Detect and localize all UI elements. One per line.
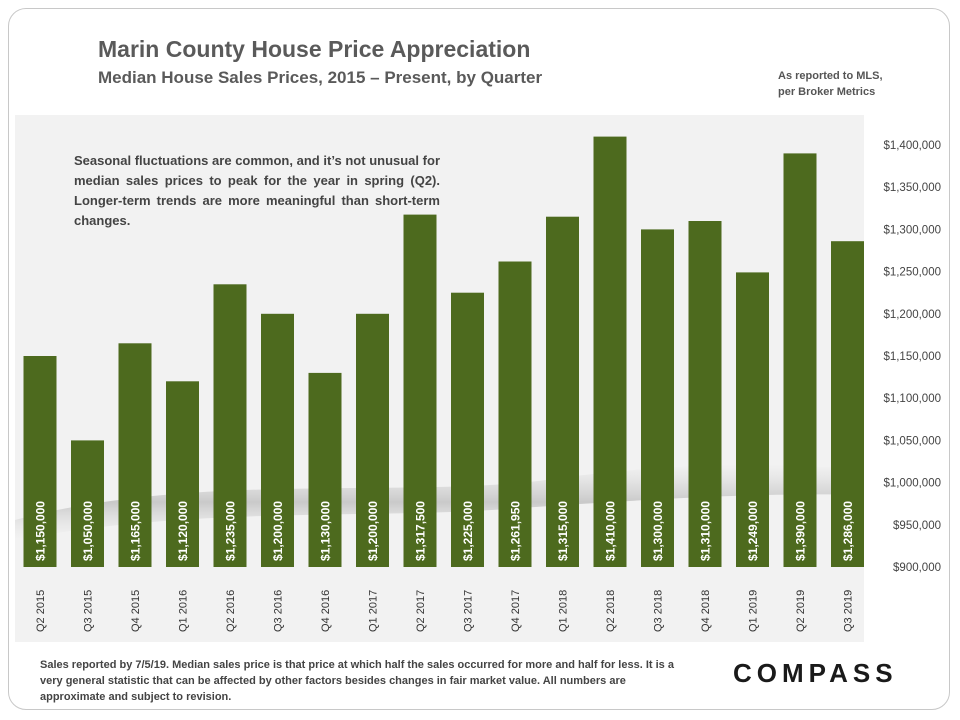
bar-q3-2017 [451, 292, 484, 567]
x-tick-label: Q2 2017 [415, 590, 427, 632]
bar-value-label: $1,310,000 [699, 501, 713, 561]
bar-q2-2017 [403, 214, 437, 567]
y-tick-label: $1,150,000 [883, 351, 941, 363]
y-tick-label: $1,200,000 [883, 309, 941, 321]
plot-background [15, 115, 864, 642]
x-tick-label: Q2 2018 [605, 590, 617, 632]
bar-q1-2019 [736, 272, 769, 567]
bar-q4-2018 [688, 221, 722, 567]
x-tick-label: Q1 2018 [558, 590, 570, 632]
compass-logo: COMPASS [733, 658, 898, 688]
bar-q1-2016 [166, 381, 199, 567]
bars-group: $1,150,000 $1,050,000 $1,165,000 $1,120,000… [23, 136, 864, 567]
source-line-1: As reported to MLS, [778, 70, 883, 82]
bar-value-label: $1,200,000 [271, 501, 285, 561]
bar-q4-2015 [118, 343, 152, 567]
y-tick-label: $1,100,000 [883, 393, 941, 405]
x-tick-label: Q3 2017 [463, 590, 475, 632]
x-tick-label: Q2 2019 [795, 590, 807, 632]
bar-q2-2015 [23, 356, 57, 567]
x-tick-label: Q2 2015 [35, 590, 47, 632]
bar-q2-2019 [783, 153, 817, 567]
page-title: Marin County House Price Appreciation [98, 36, 531, 62]
y-tick-label: $1,350,000 [883, 182, 941, 194]
x-tick-label: Q4 2018 [700, 590, 712, 632]
bar-value-label: $1,050,000 [81, 501, 95, 561]
bar-value-label: $1,150,000 [34, 501, 48, 561]
x-tick-label: Q3 2018 [653, 590, 665, 632]
y-tick-label: $1,050,000 [883, 435, 941, 447]
bar-q4-2016 [308, 372, 342, 567]
bar-value-label: $1,390,000 [794, 501, 808, 561]
y-tick-label: $950,000 [893, 520, 941, 532]
x-tick-label: Q3 2019 [843, 590, 855, 632]
x-tick-label: Q4 2016 [320, 590, 332, 632]
source-line-2: per Broker Metrics [778, 86, 876, 98]
bar-value-label: $1,286,000 [841, 501, 855, 561]
footnote: Sales reported by 7/5/19. Median sales p… [40, 659, 674, 703]
y-tick-label: $1,300,000 [883, 224, 941, 236]
bar-value-label: $1,249,000 [746, 501, 760, 561]
x-tick-label: Q4 2017 [510, 590, 522, 632]
bar-value-label: $1,235,000 [224, 501, 238, 561]
x-tick-label: Q4 2015 [130, 590, 142, 632]
bar-value-label: $1,315,000 [556, 501, 570, 561]
chart-annotation: Seasonal fluctuations are common, and it… [74, 153, 440, 228]
y-tick-label: $1,400,000 [883, 140, 941, 152]
x-tick-label: Q1 2016 [178, 590, 190, 632]
bar-q3-2015 [71, 440, 104, 567]
page-subtitle: Median House Sales Prices, 2015 – Presen… [98, 68, 543, 87]
y-axis-labels: $900,000 $950,000 $1,000,000 $1,050,000 $1,1… [883, 140, 941, 574]
x-tick-label: Q1 2017 [368, 590, 380, 632]
bar-q3-2018 [641, 229, 674, 567]
bar-q3-2016 [261, 313, 294, 567]
bar-q3-2019 [831, 241, 864, 567]
bar-q4-2017 [498, 261, 532, 567]
x-tick-label: Q3 2015 [83, 590, 95, 632]
x-tick-label: Q3 2016 [273, 590, 285, 632]
bar-value-label: $1,165,000 [129, 501, 143, 561]
bar-value-label: $1,410,000 [604, 501, 618, 561]
bar-q1-2017 [356, 313, 389, 567]
bar-value-label: $1,120,000 [176, 501, 190, 561]
source-note: As reported to MLS, per Broker Metrics [778, 68, 883, 100]
bar-value-label: $1,317,500 [414, 501, 428, 561]
x-axis-labels: Q2 2015 Q3 2015 Q4 2015 Q1 2016 Q2 2016 Q3 20… [35, 590, 855, 632]
bar-value-label: $1,261,950 [509, 501, 523, 561]
y-tick-label: $1,250,000 [883, 267, 941, 279]
bar-q2-2018 [593, 136, 627, 567]
x-tick-label: Q1 2019 [748, 590, 760, 632]
y-tick-label: $1,000,000 [883, 478, 941, 490]
bar-q1-2018 [546, 216, 579, 567]
bar-value-label: $1,300,000 [651, 501, 665, 561]
bar-value-label: $1,225,000 [461, 501, 475, 561]
y-tick-label: $900,000 [893, 562, 941, 574]
bar-value-label: $1,130,000 [319, 501, 333, 561]
x-tick-label: Q2 2016 [225, 590, 237, 632]
bar-q2-2016 [213, 284, 247, 567]
bar-value-label: $1,200,000 [366, 501, 380, 561]
